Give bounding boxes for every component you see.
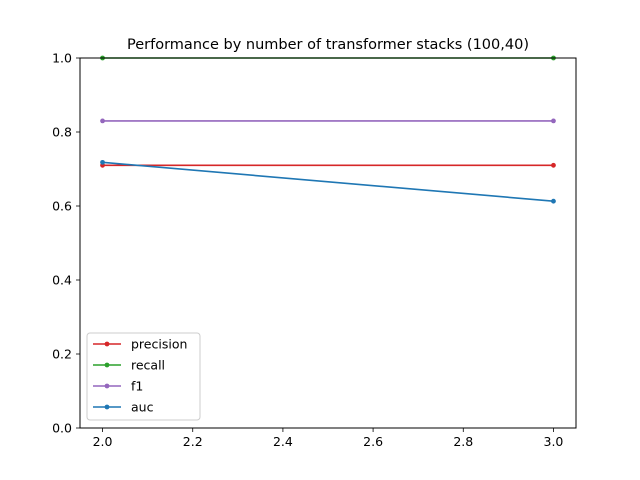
y-tick-label: 0.0 — [52, 421, 72, 436]
axes: 2.0 2.2 2.4 2.6 2.8 3.0 0.0 0.2 0.4 0.6 0.8 1.0 — [52, 51, 577, 449]
y-tick-label: 0.2 — [52, 347, 72, 362]
x-tick-label: 2.6 — [363, 434, 383, 449]
legend-entry-f1: f1 — [93, 379, 143, 394]
axes-frame — [79, 57, 577, 429]
data-point-auc-0 — [100, 159, 105, 165]
legend-label: recall — [131, 358, 165, 373]
x-tick-label: 3.0 — [544, 434, 564, 449]
legend-entry-auc: auc — [93, 400, 154, 415]
chart-title: Performance by number of transformer sta… — [127, 37, 529, 53]
legend-box — [86, 332, 201, 421]
x-tick-label: 2.8 — [453, 434, 473, 449]
data-point-auc-1 — [551, 198, 556, 204]
x-tick-label: 2.2 — [183, 434, 203, 449]
legend-entry-recall: recall — [93, 358, 165, 373]
data-point-f1-0 — [100, 118, 105, 124]
y-tick-label: 0.4 — [52, 273, 72, 288]
legend-entry-precision: precision — [93, 337, 187, 352]
legend-label: precision — [131, 337, 187, 352]
y-tick-label: 0.8 — [52, 125, 72, 140]
legend-swatch-marker — [104, 362, 110, 368]
legend-label: f1 — [131, 379, 143, 394]
legend: precision recall f1 auc — [86, 332, 201, 421]
x-tick-label: 2.4 — [273, 434, 293, 449]
y-tick-label: 1.0 — [52, 51, 72, 66]
legend-swatch-marker — [104, 341, 110, 347]
legend-swatch-marker — [104, 383, 110, 389]
legend-swatch-marker — [104, 404, 110, 410]
series-f1 — [100, 118, 556, 124]
x-tick-label: 2.0 — [93, 434, 113, 449]
series-layer — [100, 55, 556, 204]
y-tick-label: 0.6 — [52, 199, 72, 214]
legend-label: auc — [131, 400, 154, 415]
data-point-f1-1 — [551, 118, 556, 124]
series-auc — [100, 159, 556, 204]
data-point-precision-1 — [551, 162, 556, 168]
series-line-auc — [102, 161, 554, 202]
